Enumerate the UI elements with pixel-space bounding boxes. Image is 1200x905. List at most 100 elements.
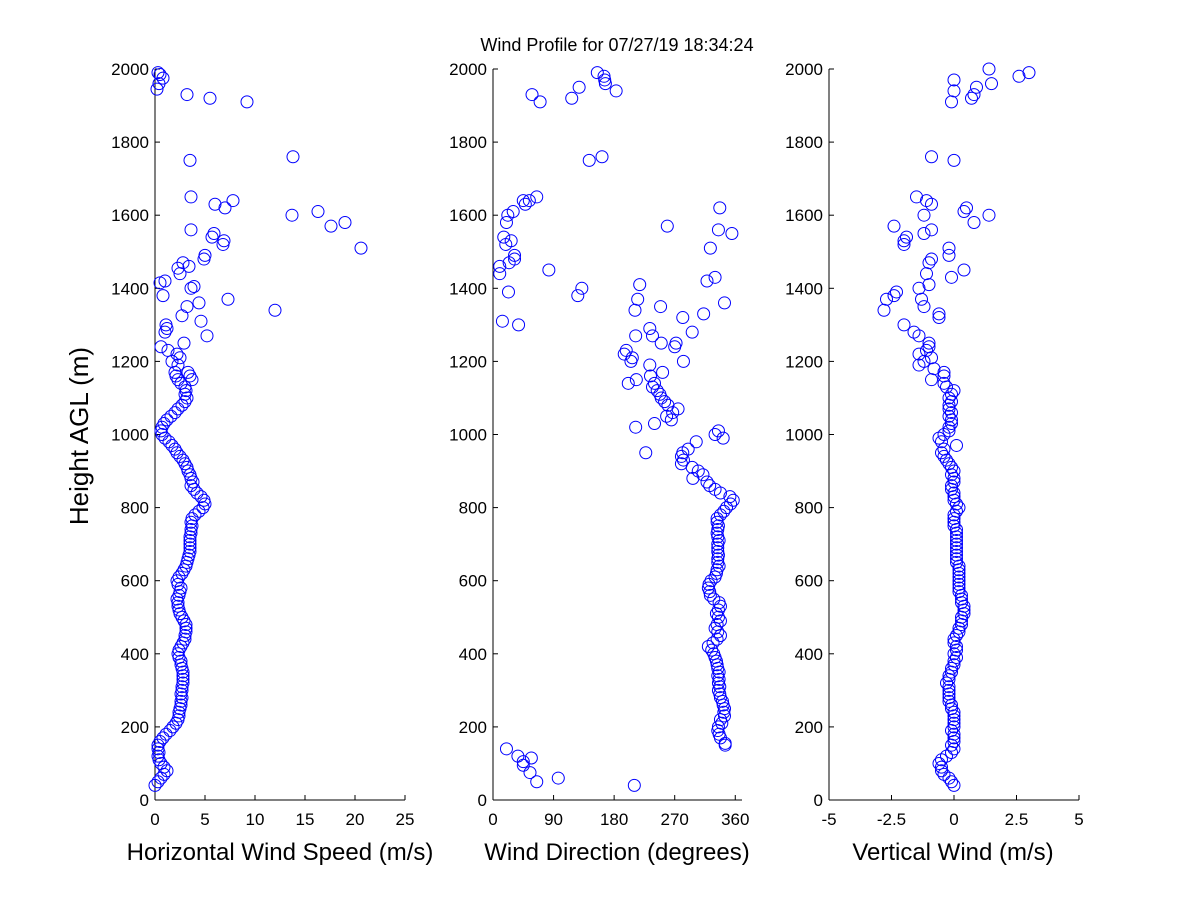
data-point bbox=[631, 292, 645, 306]
data-point bbox=[523, 766, 537, 780]
y-tick-label: 1600 bbox=[785, 206, 823, 225]
y-tick-label: 1800 bbox=[449, 133, 487, 152]
data-point bbox=[183, 544, 197, 558]
data-point bbox=[720, 501, 734, 515]
data-point bbox=[945, 395, 958, 409]
data-point bbox=[184, 223, 198, 237]
data-point bbox=[150, 82, 164, 96]
data-point bbox=[925, 223, 938, 237]
data-point bbox=[311, 205, 325, 219]
chart-title: Wind Profile for 07/27/19 18:34:24 bbox=[480, 35, 753, 55]
data-point bbox=[917, 226, 931, 240]
y-tick-label: 2000 bbox=[449, 60, 487, 79]
y-tick-label: 400 bbox=[795, 645, 823, 664]
data-point bbox=[723, 490, 737, 504]
data-point bbox=[947, 153, 961, 167]
y-tick-label: 1200 bbox=[449, 352, 487, 371]
data-point bbox=[703, 241, 717, 255]
data-point bbox=[178, 395, 192, 409]
data-point bbox=[183, 541, 197, 555]
x-tick-label: 5 bbox=[1074, 810, 1083, 829]
data-point bbox=[945, 738, 958, 752]
data-point bbox=[897, 234, 911, 248]
data-point bbox=[151, 738, 165, 752]
data-point bbox=[877, 303, 891, 317]
data-point bbox=[674, 457, 688, 471]
data-point bbox=[595, 150, 609, 164]
data-point bbox=[524, 751, 538, 765]
data-point bbox=[660, 219, 674, 233]
data-point bbox=[643, 369, 657, 383]
data-point bbox=[628, 303, 642, 317]
data-point bbox=[178, 457, 192, 471]
data-point bbox=[952, 581, 966, 595]
data-point bbox=[179, 618, 193, 632]
data-point bbox=[183, 369, 197, 383]
data-point bbox=[354, 241, 368, 255]
x-axis-label-speed: Horizontal Wind Speed (m/s) bbox=[127, 839, 434, 866]
data-point bbox=[950, 533, 963, 547]
data-point bbox=[920, 343, 933, 357]
y-tick-label: 400 bbox=[459, 645, 487, 664]
data-point bbox=[493, 267, 507, 281]
data-point bbox=[967, 88, 981, 102]
data-point bbox=[154, 771, 168, 785]
data-point bbox=[952, 570, 966, 584]
data-point bbox=[203, 91, 217, 105]
data-point bbox=[950, 552, 963, 566]
data-point bbox=[711, 541, 725, 555]
x-tick-label: 0 bbox=[949, 810, 958, 829]
data-point bbox=[518, 197, 532, 211]
data-point bbox=[499, 237, 513, 251]
data-point bbox=[639, 446, 653, 460]
data-point bbox=[907, 325, 921, 339]
y-tick-label: 1400 bbox=[111, 279, 149, 298]
data-point bbox=[947, 705, 961, 719]
data-point bbox=[726, 493, 740, 507]
x-tick-label: 90 bbox=[544, 810, 563, 829]
data-point bbox=[621, 376, 635, 390]
data-point bbox=[669, 336, 683, 350]
data-point bbox=[170, 574, 184, 588]
data-point bbox=[942, 402, 956, 416]
data-point bbox=[324, 219, 338, 233]
data-point bbox=[942, 241, 956, 255]
data-point bbox=[156, 731, 170, 745]
data-point bbox=[713, 713, 727, 727]
data-point bbox=[501, 208, 515, 222]
data-point bbox=[676, 354, 690, 368]
data-point bbox=[681, 442, 695, 456]
data-point bbox=[217, 234, 231, 248]
data-point bbox=[154, 340, 168, 354]
data-point bbox=[950, 639, 963, 653]
data-point bbox=[190, 486, 204, 500]
data-point bbox=[711, 223, 725, 237]
data-point bbox=[717, 504, 731, 518]
data-point bbox=[168, 406, 182, 420]
data-point bbox=[643, 322, 657, 336]
data-point bbox=[945, 460, 958, 474]
data-point bbox=[932, 307, 946, 321]
data-point bbox=[551, 771, 565, 785]
data-point bbox=[917, 300, 931, 314]
data-point bbox=[697, 307, 711, 321]
data-point bbox=[945, 468, 958, 482]
data-point bbox=[183, 537, 197, 551]
data-point bbox=[511, 749, 525, 763]
data-point bbox=[495, 314, 509, 328]
data-point bbox=[718, 296, 732, 310]
data-point bbox=[942, 248, 956, 262]
data-point bbox=[185, 373, 199, 387]
data-point bbox=[658, 395, 672, 409]
data-point bbox=[184, 190, 198, 204]
x-tick-label: 25 bbox=[396, 810, 415, 829]
data-point bbox=[950, 497, 963, 511]
data-point bbox=[950, 548, 963, 562]
data-point bbox=[572, 80, 586, 94]
data-point bbox=[504, 234, 518, 248]
y-tick-label: 600 bbox=[459, 572, 487, 591]
data-point bbox=[183, 533, 197, 547]
data-point bbox=[648, 376, 662, 390]
y-tick-label: 1600 bbox=[449, 206, 487, 225]
data-point bbox=[173, 449, 187, 463]
